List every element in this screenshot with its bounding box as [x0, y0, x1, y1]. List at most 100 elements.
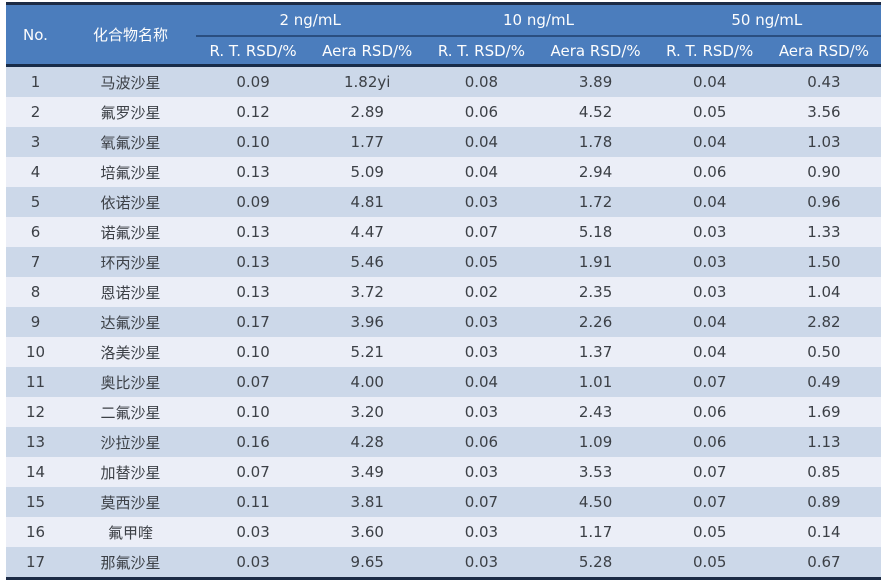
cell-aera-rsd-2ng: 5.21 [310, 337, 425, 367]
cell-rt-rsd-10ng: 0.03 [424, 307, 539, 337]
cell-compound-name: 环丙沙星 [65, 247, 196, 277]
column-header-no: No. [6, 3, 65, 67]
cell-rt-rsd-2ng: 0.03 [196, 517, 311, 547]
cell-rt-rsd-50ng: 0.06 [652, 157, 767, 187]
column-header-rt-rsd-10ng: R. T. RSD/% [424, 36, 539, 67]
table-row: 5 依诺沙星 0.09 4.81 0.03 1.72 0.04 0.96 [6, 187, 881, 217]
cell-rt-rsd-10ng: 0.06 [424, 97, 539, 127]
cell-rt-rsd-2ng: 0.10 [196, 397, 311, 427]
table-body: 1 马波沙星 0.09 1.82yi 0.08 3.89 0.04 0.43 2… [6, 65, 881, 579]
header-group-row: No. 化合物名称 2 ng/mL 10 ng/mL 50 ng/mL [6, 3, 881, 67]
cell-rt-rsd-2ng: 0.07 [196, 457, 311, 487]
header-sub-row: R. T. RSD/% Aera RSD/% R. T. RSD/% Aera … [6, 36, 881, 67]
cell-aera-rsd-50ng: 0.43 [766, 65, 881, 97]
column-group-2ngml: 2 ng/mL [196, 3, 425, 37]
cell-rt-rsd-10ng: 0.03 [424, 547, 539, 579]
cell-compound-name: 洛美沙星 [65, 337, 196, 367]
cell-aera-rsd-10ng: 3.89 [538, 65, 653, 97]
cell-aera-rsd-10ng: 3.53 [538, 457, 653, 487]
cell-aera-rsd-50ng: 1.69 [766, 397, 881, 427]
table-row: 16 氟甲喹 0.03 3.60 0.03 1.17 0.05 0.14 [6, 517, 881, 547]
cell-aera-rsd-2ng: 3.72 [310, 277, 425, 307]
cell-rt-rsd-50ng: 0.05 [652, 517, 767, 547]
table-row: 15 莫西沙星 0.11 3.81 0.07 4.50 0.07 0.89 [6, 487, 881, 517]
cell-aera-rsd-10ng: 2.94 [538, 157, 653, 187]
cell-rt-rsd-50ng: 0.03 [652, 277, 767, 307]
cell-no: 2 [6, 97, 65, 127]
table-row: 11 奥比沙星 0.07 4.00 0.04 1.01 0.07 0.49 [6, 367, 881, 397]
cell-rt-rsd-50ng: 0.04 [652, 187, 767, 217]
cell-aera-rsd-50ng: 1.33 [766, 217, 881, 247]
cell-rt-rsd-50ng: 0.04 [652, 65, 767, 97]
column-header-aera-rsd-50ng: Aera RSD/% [766, 36, 881, 67]
cell-aera-rsd-2ng: 2.89 [310, 97, 425, 127]
cell-compound-name: 马波沙星 [65, 65, 196, 97]
cell-aera-rsd-2ng: 5.09 [310, 157, 425, 187]
cell-aera-rsd-10ng: 1.37 [538, 337, 653, 367]
cell-no: 9 [6, 307, 65, 337]
cell-compound-name: 那氟沙星 [65, 547, 196, 579]
cell-rt-rsd-50ng: 0.06 [652, 397, 767, 427]
cell-aera-rsd-10ng: 1.17 [538, 517, 653, 547]
cell-rt-rsd-10ng: 0.03 [424, 517, 539, 547]
cell-compound-name: 莫西沙星 [65, 487, 196, 517]
table-row: 6 诺氟沙星 0.13 4.47 0.07 5.18 0.03 1.33 [6, 217, 881, 247]
cell-rt-rsd-50ng: 0.05 [652, 547, 767, 579]
cell-aera-rsd-10ng: 2.43 [538, 397, 653, 427]
cell-compound-name: 加替沙星 [65, 457, 196, 487]
cell-aera-rsd-50ng: 0.90 [766, 157, 881, 187]
cell-aera-rsd-50ng: 1.13 [766, 427, 881, 457]
cell-rt-rsd-10ng: 0.08 [424, 65, 539, 97]
cell-rt-rsd-10ng: 0.04 [424, 157, 539, 187]
cell-rt-rsd-2ng: 0.03 [196, 547, 311, 579]
cell-rt-rsd-2ng: 0.13 [196, 247, 311, 277]
cell-rt-rsd-2ng: 0.13 [196, 157, 311, 187]
cell-aera-rsd-50ng: 0.96 [766, 187, 881, 217]
cell-rt-rsd-50ng: 0.04 [652, 337, 767, 367]
cell-compound-name: 二氟沙星 [65, 397, 196, 427]
cell-aera-rsd-50ng: 0.67 [766, 547, 881, 579]
cell-aera-rsd-10ng: 1.78 [538, 127, 653, 157]
cell-no: 16 [6, 517, 65, 547]
cell-compound-name: 诺氟沙星 [65, 217, 196, 247]
cell-aera-rsd-10ng: 5.28 [538, 547, 653, 579]
cell-aera-rsd-50ng: 0.89 [766, 487, 881, 517]
table-row: 9 达氟沙星 0.17 3.96 0.03 2.26 0.04 2.82 [6, 307, 881, 337]
cell-rt-rsd-10ng: 0.03 [424, 187, 539, 217]
cell-no: 8 [6, 277, 65, 307]
column-group-10ngml: 10 ng/mL [424, 3, 653, 37]
cell-aera-rsd-50ng: 0.14 [766, 517, 881, 547]
cell-aera-rsd-10ng: 1.01 [538, 367, 653, 397]
cell-no: 14 [6, 457, 65, 487]
cell-no: 1 [6, 65, 65, 97]
cell-aera-rsd-2ng: 3.20 [310, 397, 425, 427]
cell-rt-rsd-50ng: 0.05 [652, 97, 767, 127]
cell-rt-rsd-2ng: 0.09 [196, 187, 311, 217]
cell-aera-rsd-2ng: 9.65 [310, 547, 425, 579]
cell-aera-rsd-50ng: 1.04 [766, 277, 881, 307]
cell-rt-rsd-50ng: 0.07 [652, 487, 767, 517]
cell-rt-rsd-2ng: 0.11 [196, 487, 311, 517]
column-header-aera-rsd-2ng: Aera RSD/% [310, 36, 425, 67]
column-header-aera-rsd-10ng: Aera RSD/% [538, 36, 653, 67]
cell-no: 6 [6, 217, 65, 247]
rsd-precision-table: No. 化合物名称 2 ng/mL 10 ng/mL 50 ng/mL R. T… [6, 2, 881, 580]
cell-rt-rsd-50ng: 0.04 [652, 127, 767, 157]
cell-aera-rsd-2ng: 1.82yi [310, 65, 425, 97]
cell-rt-rsd-50ng: 0.07 [652, 457, 767, 487]
cell-aera-rsd-10ng: 4.50 [538, 487, 653, 517]
cell-compound-name: 奥比沙星 [65, 367, 196, 397]
cell-aera-rsd-50ng: 0.50 [766, 337, 881, 367]
table-row: 10 洛美沙星 0.10 5.21 0.03 1.37 0.04 0.50 [6, 337, 881, 367]
cell-compound-name: 沙拉沙星 [65, 427, 196, 457]
cell-no: 10 [6, 337, 65, 367]
cell-rt-rsd-50ng: 0.07 [652, 367, 767, 397]
cell-rt-rsd-10ng: 0.04 [424, 127, 539, 157]
column-group-50ngml: 50 ng/mL [652, 3, 881, 37]
cell-no: 12 [6, 397, 65, 427]
cell-aera-rsd-2ng: 1.77 [310, 127, 425, 157]
table-row: 13 沙拉沙星 0.16 4.28 0.06 1.09 0.06 1.13 [6, 427, 881, 457]
cell-rt-rsd-10ng: 0.03 [424, 397, 539, 427]
cell-aera-rsd-10ng: 2.26 [538, 307, 653, 337]
